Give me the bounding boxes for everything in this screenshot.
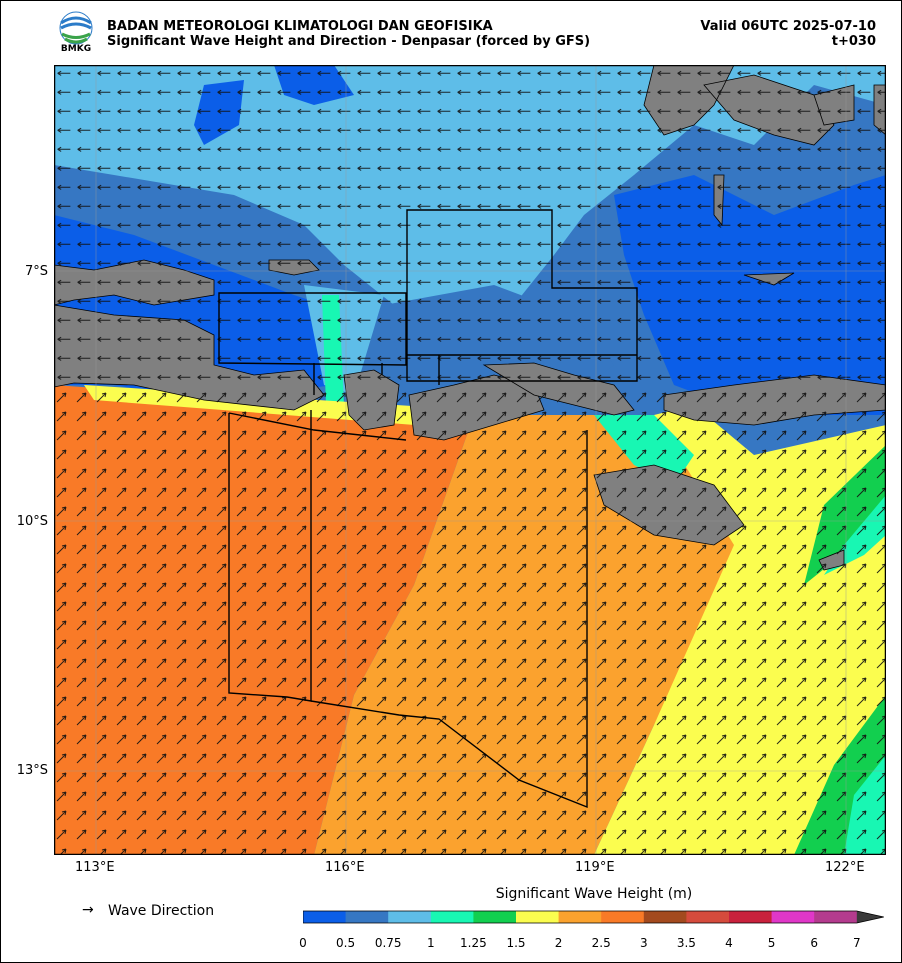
colorbar-tick-label: 0 — [299, 936, 307, 950]
colorbar-tick-label: 4 — [725, 936, 733, 950]
area-boundaries — [218, 209, 638, 809]
colorbar-segment — [430, 911, 474, 923]
colorbar-segment — [473, 911, 517, 923]
y-tick: 13°S — [16, 763, 48, 778]
y-tick: 7°S — [24, 264, 48, 279]
colorbar-title: Significant Wave Height (m) — [495, 886, 693, 902]
colorbar-segment — [814, 911, 858, 923]
colorbar-segment — [771, 911, 815, 923]
colorbar-tick-label: 0.5 — [336, 936, 356, 950]
x-tick: 116°E — [325, 860, 365, 875]
wave-direction-arrow-icon: → — [82, 902, 94, 918]
colorbar-segment — [686, 911, 730, 923]
colorbar-tick-label: 3.5 — [676, 936, 696, 950]
wave-arrows-south — [54, 385, 886, 855]
colorbar-tick-label: 3 — [639, 936, 648, 950]
bmkg-logo-icon — [59, 11, 93, 45]
colorbar-tick-label: 0.75 — [374, 936, 402, 950]
colorbar — [303, 910, 884, 924]
graticule — [54, 65, 886, 855]
colorbar-segment — [643, 911, 687, 923]
colorbar-tick-label: 1.5 — [506, 936, 526, 950]
colorbar-tick-label: 2 — [554, 936, 563, 950]
x-tick: 119°E — [575, 860, 615, 875]
colorbar-segment — [601, 911, 645, 923]
colorbar-extend-arrow — [856, 911, 884, 923]
colorbar-tick-label: 7 — [852, 936, 861, 950]
colorbar-segment — [516, 911, 560, 923]
colorbar-tick-label: 6 — [810, 936, 819, 950]
colorbar-tick-label: 2.5 — [591, 936, 611, 950]
wave-direction-label: Wave Direction — [108, 903, 215, 919]
x-tick: 122°E — [825, 860, 865, 875]
colorbar-segment — [388, 911, 432, 923]
colorbar-segment — [303, 911, 347, 923]
wave-arrows-north — [54, 65, 886, 385]
agency-name: BADAN METEOROLOGI KLIMATOLOGI DAN GEOFIS… — [107, 19, 493, 34]
colorbar-segment — [345, 911, 389, 923]
colorbar-tick-label: 5 — [767, 936, 776, 950]
lead-time: t+030 — [831, 34, 876, 49]
colorbar-tick-label: 1 — [426, 936, 435, 950]
colorbar-segment — [729, 911, 773, 923]
colorbar-tick-label: 1.25 — [460, 936, 487, 950]
wave-height-map — [54, 65, 886, 855]
y-tick: 10°S — [16, 514, 48, 529]
map-title: Significant Wave Height and Direction - … — [107, 34, 591, 49]
valid-time: Valid 06UTC 2025-07-10 — [700, 19, 876, 34]
colorbar-segment — [558, 911, 602, 923]
logo-text: BMKG — [60, 44, 92, 54]
x-tick: 113°E — [75, 860, 115, 875]
